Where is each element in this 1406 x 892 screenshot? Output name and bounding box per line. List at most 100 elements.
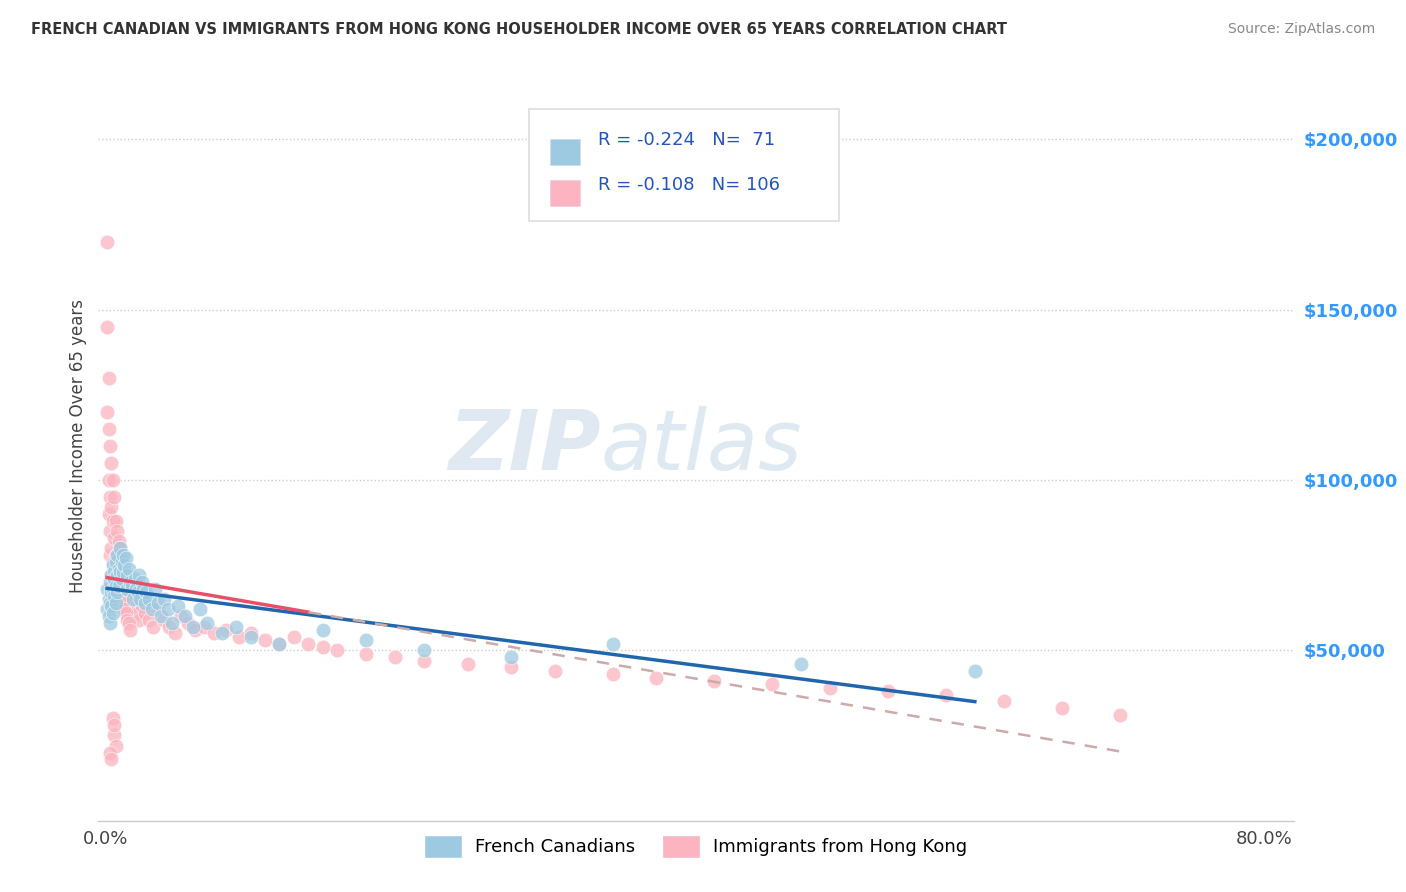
Point: [104, 514, 127, 528]
Point: [100, 568, 122, 582]
FancyBboxPatch shape: [529, 109, 839, 221]
Point: [184, 623, 207, 637]
Point: [108, 572, 131, 586]
Point: [297, 636, 319, 650]
Point: [127, 585, 149, 599]
Point: [100, 585, 122, 599]
Point: [104, 579, 127, 593]
Point: [97, 507, 120, 521]
Point: [312, 640, 335, 654]
Point: [98, 524, 121, 538]
Point: [413, 654, 436, 668]
Point: [98, 596, 121, 610]
Point: [228, 630, 250, 644]
Point: [108, 585, 131, 599]
Text: R = -0.224   N=  71: R = -0.224 N= 71: [598, 131, 775, 149]
Point: [384, 650, 406, 665]
Point: [110, 592, 132, 607]
Point: [117, 568, 139, 582]
Point: [101, 473, 124, 487]
Point: [818, 681, 841, 695]
Point: [103, 589, 125, 603]
Point: [993, 694, 1015, 708]
Point: [100, 568, 122, 582]
Point: [761, 677, 783, 691]
Point: [131, 599, 153, 613]
Point: [104, 555, 127, 569]
Point: [114, 558, 136, 573]
Point: [96, 405, 118, 419]
Point: [202, 626, 225, 640]
Point: [101, 582, 124, 596]
Point: [128, 613, 150, 627]
Point: [149, 609, 172, 624]
Point: [105, 548, 128, 562]
Point: [132, 582, 155, 596]
Point: [98, 746, 121, 760]
Point: [117, 602, 139, 616]
Point: [100, 599, 122, 613]
Text: FRENCH CANADIAN VS IMMIGRANTS FROM HONG KONG HOUSEHOLDER INCOME OVER 65 YEARS CO: FRENCH CANADIAN VS IMMIGRANTS FROM HONG …: [31, 22, 1007, 37]
Point: [115, 575, 138, 590]
Point: [501, 650, 523, 665]
Point: [211, 626, 233, 640]
Point: [703, 673, 725, 688]
Point: [118, 616, 141, 631]
Point: [97, 371, 120, 385]
Text: atlas: atlas: [600, 406, 801, 486]
Point: [114, 602, 136, 616]
Point: [100, 752, 122, 766]
Point: [101, 558, 124, 573]
Point: [96, 582, 118, 596]
Point: [101, 514, 124, 528]
Point: [105, 585, 128, 599]
Point: [143, 582, 166, 596]
Point: [96, 235, 118, 249]
Point: [170, 609, 193, 624]
Point: [215, 623, 238, 637]
Point: [602, 636, 624, 650]
Point: [118, 589, 141, 603]
Point: [195, 616, 218, 631]
Point: [269, 636, 291, 650]
Point: [101, 711, 124, 725]
Point: [877, 684, 900, 698]
Point: [100, 500, 122, 515]
Legend: French Canadians, Immigrants from Hong Kong: French Canadians, Immigrants from Hong K…: [418, 829, 974, 864]
Point: [104, 582, 127, 596]
Point: [501, 660, 523, 674]
Text: R = -0.108   N= 106: R = -0.108 N= 106: [598, 177, 780, 194]
Point: [253, 633, 276, 648]
Point: [162, 616, 184, 631]
Point: [105, 568, 128, 582]
Point: [152, 592, 174, 607]
Point: [131, 575, 153, 590]
Point: [177, 616, 200, 631]
Point: [165, 626, 187, 640]
Point: [115, 551, 138, 566]
Point: [125, 599, 148, 613]
Point: [121, 579, 143, 593]
Point: [110, 582, 132, 596]
Point: [118, 561, 141, 575]
Point: [544, 664, 567, 678]
Point: [117, 613, 139, 627]
Point: [96, 602, 118, 616]
Point: [97, 422, 120, 436]
Point: [98, 439, 121, 453]
Point: [107, 565, 129, 579]
Point: [103, 531, 125, 545]
Point: [104, 596, 127, 610]
Point: [138, 592, 160, 607]
Point: [602, 667, 624, 681]
Point: [101, 582, 124, 596]
Point: [115, 606, 138, 620]
Point: [98, 616, 121, 631]
Point: [269, 636, 291, 650]
Point: [105, 524, 128, 538]
Point: [790, 657, 813, 671]
Point: [108, 565, 131, 579]
Point: [935, 688, 957, 702]
Point: [128, 568, 150, 582]
Point: [103, 592, 125, 607]
